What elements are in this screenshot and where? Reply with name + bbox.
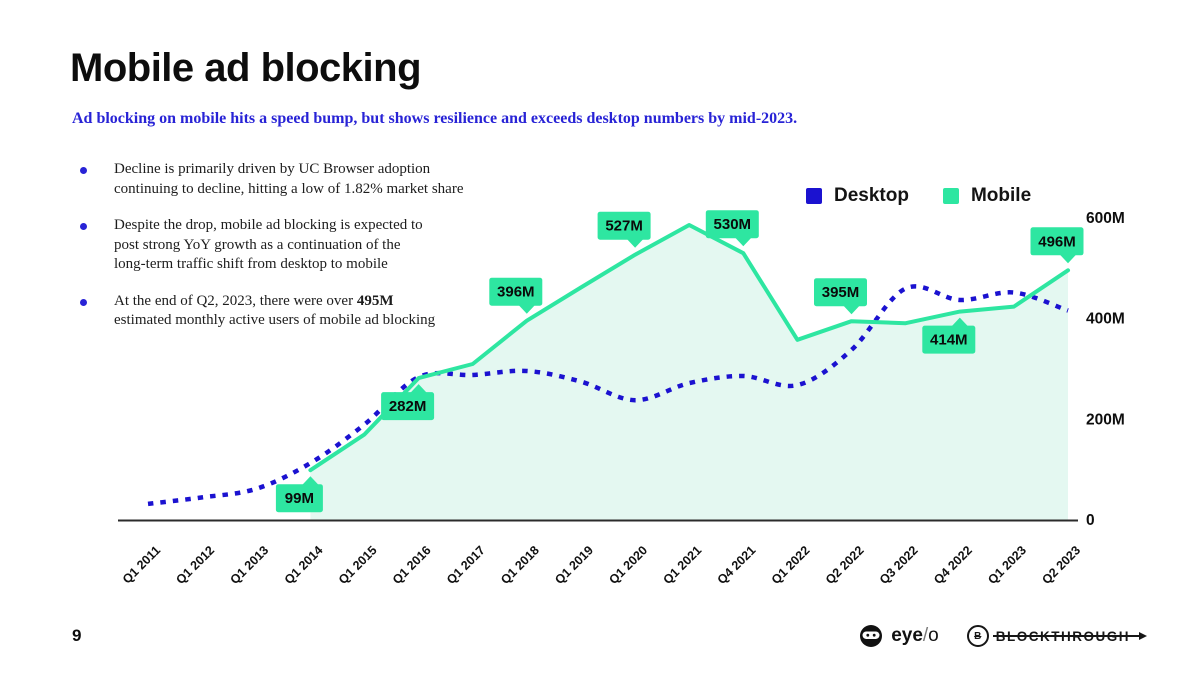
bullet-line: At the end of Q2, 2023, there were over xyxy=(114,292,357,309)
x-tick-label: Q1 2012 xyxy=(173,543,217,587)
x-tick-label: Q1 2015 xyxy=(336,543,380,587)
legend-mobile-label: Mobile xyxy=(970,185,1032,206)
blockthrough-wordmark: BLOCKTHROUGH xyxy=(992,629,1148,644)
x-tick-label: Q3 2022 xyxy=(877,543,921,587)
eyeo-logo: eye/o xyxy=(859,624,939,648)
bullet-line: post strong YoY growth as a continuation… xyxy=(114,236,401,253)
callout-value-label: 414M xyxy=(930,332,968,349)
bullet-line: estimated monthly active users of mobile… xyxy=(114,312,436,328)
callout-box xyxy=(381,392,435,421)
x-tick-label: Q2 2022 xyxy=(823,543,867,587)
bullet-line: continuing to decline, hitting a low of … xyxy=(114,180,464,197)
y-tick-label: 200M xyxy=(1086,411,1125,428)
legend-item-mobile: Mobile xyxy=(942,185,1032,207)
callout-box xyxy=(705,210,759,239)
legend-item-desktop: Desktop xyxy=(806,185,909,207)
chart-legend: Desktop Mobile xyxy=(806,185,1031,207)
callout-box xyxy=(814,278,867,307)
bullet-list: Decline is primarily driven by UC Browse… xyxy=(78,160,518,348)
callout-box xyxy=(1030,227,1084,256)
page-number: 9 xyxy=(72,626,82,645)
bullet-text: Decline is primarily driven by UC Browse… xyxy=(114,160,464,199)
callout-pointer xyxy=(735,237,752,247)
x-tick-label: Q1 2017 xyxy=(444,543,488,587)
bullet-line: Decline is primarily driven by UC Browse… xyxy=(114,161,431,177)
bullet-line: long-term traffic shift from desktop to … xyxy=(114,256,388,272)
x-tick-label: Q2 2023 xyxy=(1039,543,1083,587)
callout-value-label: 527M xyxy=(605,218,643,235)
bullet-dot-icon xyxy=(80,298,87,306)
bullet-dot-icon xyxy=(80,167,87,174)
callout-pointer xyxy=(1060,254,1076,264)
eyeo-ninja-icon xyxy=(860,625,883,647)
x-tick-label: Q1 2021 xyxy=(661,543,705,587)
footer-logos: eye/o B BLOCKTHROUGH xyxy=(859,624,1148,648)
legend-desktop-label: Desktop xyxy=(834,185,909,206)
x-tick-label: Q1 2016 xyxy=(390,543,434,587)
callout-box xyxy=(922,325,976,354)
x-tick-label: Q1 2023 xyxy=(985,543,1029,587)
callout-value-label: 395M xyxy=(822,284,860,301)
x-tick-label: Q4 2021 xyxy=(715,543,759,587)
y-tick-label: 400M xyxy=(1086,311,1125,328)
eyeo-wordmark: eye/o xyxy=(891,625,939,646)
callout-value-label: 496M xyxy=(1038,233,1076,250)
bullet-item-2: Despite the drop, mobile ad blocking is … xyxy=(78,216,518,275)
x-tick-label: Q1 2019 xyxy=(552,543,596,587)
callout-value-label: 530M xyxy=(714,216,752,233)
bullet-dot-icon xyxy=(80,223,87,230)
x-tick-label: Q4 2022 xyxy=(931,543,975,587)
y-tick-label: 600M xyxy=(1086,210,1125,227)
blockthrough-strike-arrow-icon xyxy=(992,632,1148,640)
bullet-text: At the end of Q2, 2023, there were over … xyxy=(114,292,435,331)
page-title: Mobile ad blocking xyxy=(70,46,422,90)
bullet-line: Despite the drop, mobile ad blocking is … xyxy=(114,217,423,233)
legend-mobile-swatch-icon xyxy=(942,188,959,204)
callout-value-label: 99M xyxy=(285,490,314,507)
x-tick-label: Q1 2013 xyxy=(228,543,272,587)
blockthrough-logo: B BLOCKTHROUGH xyxy=(966,625,1148,647)
legend-desktop-swatch-icon xyxy=(806,188,822,204)
x-tick-label: Q1 2022 xyxy=(769,543,813,587)
footer: 9 eye/o B BLOCKTHROUGH xyxy=(72,618,1148,654)
callout-box xyxy=(597,211,651,240)
x-tick-label: Q1 2020 xyxy=(606,543,650,587)
callout-pointer xyxy=(302,476,319,485)
bullet-bold-value: 495M xyxy=(356,292,394,309)
callout-pointer xyxy=(951,317,968,327)
y-tick-label: 0 xyxy=(1086,512,1095,529)
callout-pointer xyxy=(843,305,860,315)
x-tick-label: Q1 2014 xyxy=(282,543,326,587)
callout-pointer xyxy=(410,384,427,393)
blockthrough-b-icon: B xyxy=(966,625,989,647)
subtitle: Ad blocking on mobile hits a speed bump,… xyxy=(72,110,798,127)
callout-pointer xyxy=(518,305,535,314)
callout-value-label: 282M xyxy=(389,398,427,415)
bullet-item-3: At the end of Q2, 2023, there were over … xyxy=(78,292,518,331)
x-tick-label: Q1 2018 xyxy=(498,543,542,587)
callout-pointer xyxy=(627,239,644,248)
bullet-text: Despite the drop, mobile ad blocking is … xyxy=(114,216,423,275)
callout-box xyxy=(275,484,323,513)
bullet-item-1: Decline is primarily driven by UC Browse… xyxy=(78,160,518,199)
x-tick-label: Q1 2011 xyxy=(120,543,163,586)
